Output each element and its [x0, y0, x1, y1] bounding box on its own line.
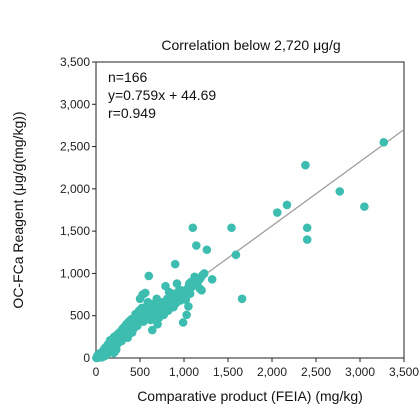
- chart-title: Correlation below 2,720 μg/g: [161, 37, 340, 53]
- data-point: [181, 295, 191, 304]
- x-tick-label: 500: [130, 365, 150, 379]
- data-point: [188, 223, 198, 233]
- data-point: [227, 223, 236, 233]
- data-point: [148, 325, 157, 335]
- y-tick-label: 0: [83, 351, 90, 365]
- data-point: [178, 318, 188, 327]
- x-axis-ticks: 0 500 1,000 1,500 2,000 2,500 3,000 3,500: [93, 358, 419, 379]
- x-tick-label: 0: [93, 365, 100, 379]
- y-tick-label: 3,500: [60, 55, 90, 69]
- data-point: [153, 319, 162, 329]
- stats-annotations: n=166 y=0.759x + 44.69 r=0.949: [108, 69, 216, 121]
- data-point: [192, 241, 201, 250]
- data-point: [302, 235, 312, 244]
- plot-frame: [95, 61, 405, 359]
- data-point: [138, 290, 147, 299]
- y-axis-ticks: 0 500 1,000 1,500 2,000 2,500 3,000 3,500: [60, 55, 96, 365]
- data-point: [207, 275, 217, 284]
- data-point: [185, 289, 195, 299]
- stat-annotation: y=0.759x + 44.69: [108, 87, 216, 103]
- data-point: [360, 202, 369, 211]
- x-axis-title: Comparative product (FEIA) (mg/kg): [137, 388, 363, 404]
- y-tick-label: 2,000: [60, 182, 90, 196]
- data-point: [301, 160, 310, 170]
- data-point: [231, 250, 241, 260]
- data-point: [182, 310, 191, 320]
- y-tick-label: 500: [70, 309, 90, 323]
- data-point: [237, 294, 247, 304]
- x-tick-label: 2,000: [257, 365, 287, 379]
- y-axis-title: OC-FCa Reagent (μg/g(mg/kg)): [10, 111, 26, 308]
- stat-annotation: n=166: [108, 69, 148, 85]
- data-point: [282, 200, 292, 210]
- data-point: [202, 245, 212, 255]
- data-point: [161, 281, 170, 291]
- data-point: [335, 187, 345, 196]
- x-tick-label: 1,000: [169, 365, 199, 379]
- data-point: [172, 279, 182, 288]
- y-tick-label: 2,500: [60, 140, 90, 154]
- data-point: [144, 271, 154, 281]
- x-tick-label: 1,500: [213, 365, 243, 379]
- data-point: [272, 208, 282, 217]
- y-tick-label: 3,000: [60, 97, 90, 111]
- data-point: [149, 299, 159, 309]
- data-point: [379, 138, 389, 147]
- x-tick-label: 2,500: [301, 365, 331, 379]
- x-tick-label: 3,000: [345, 365, 375, 379]
- y-tick-label: 1,500: [60, 224, 90, 238]
- data-point: [199, 269, 209, 278]
- stat-annotation: r=0.949: [108, 105, 156, 121]
- x-tick-label: 3,500: [389, 365, 419, 379]
- data-point: [184, 302, 193, 311]
- data-point: [170, 259, 180, 269]
- data-points: [92, 138, 389, 363]
- data-point: [302, 223, 312, 233]
- data-point: [197, 286, 206, 295]
- y-tick-label: 1,000: [60, 266, 90, 280]
